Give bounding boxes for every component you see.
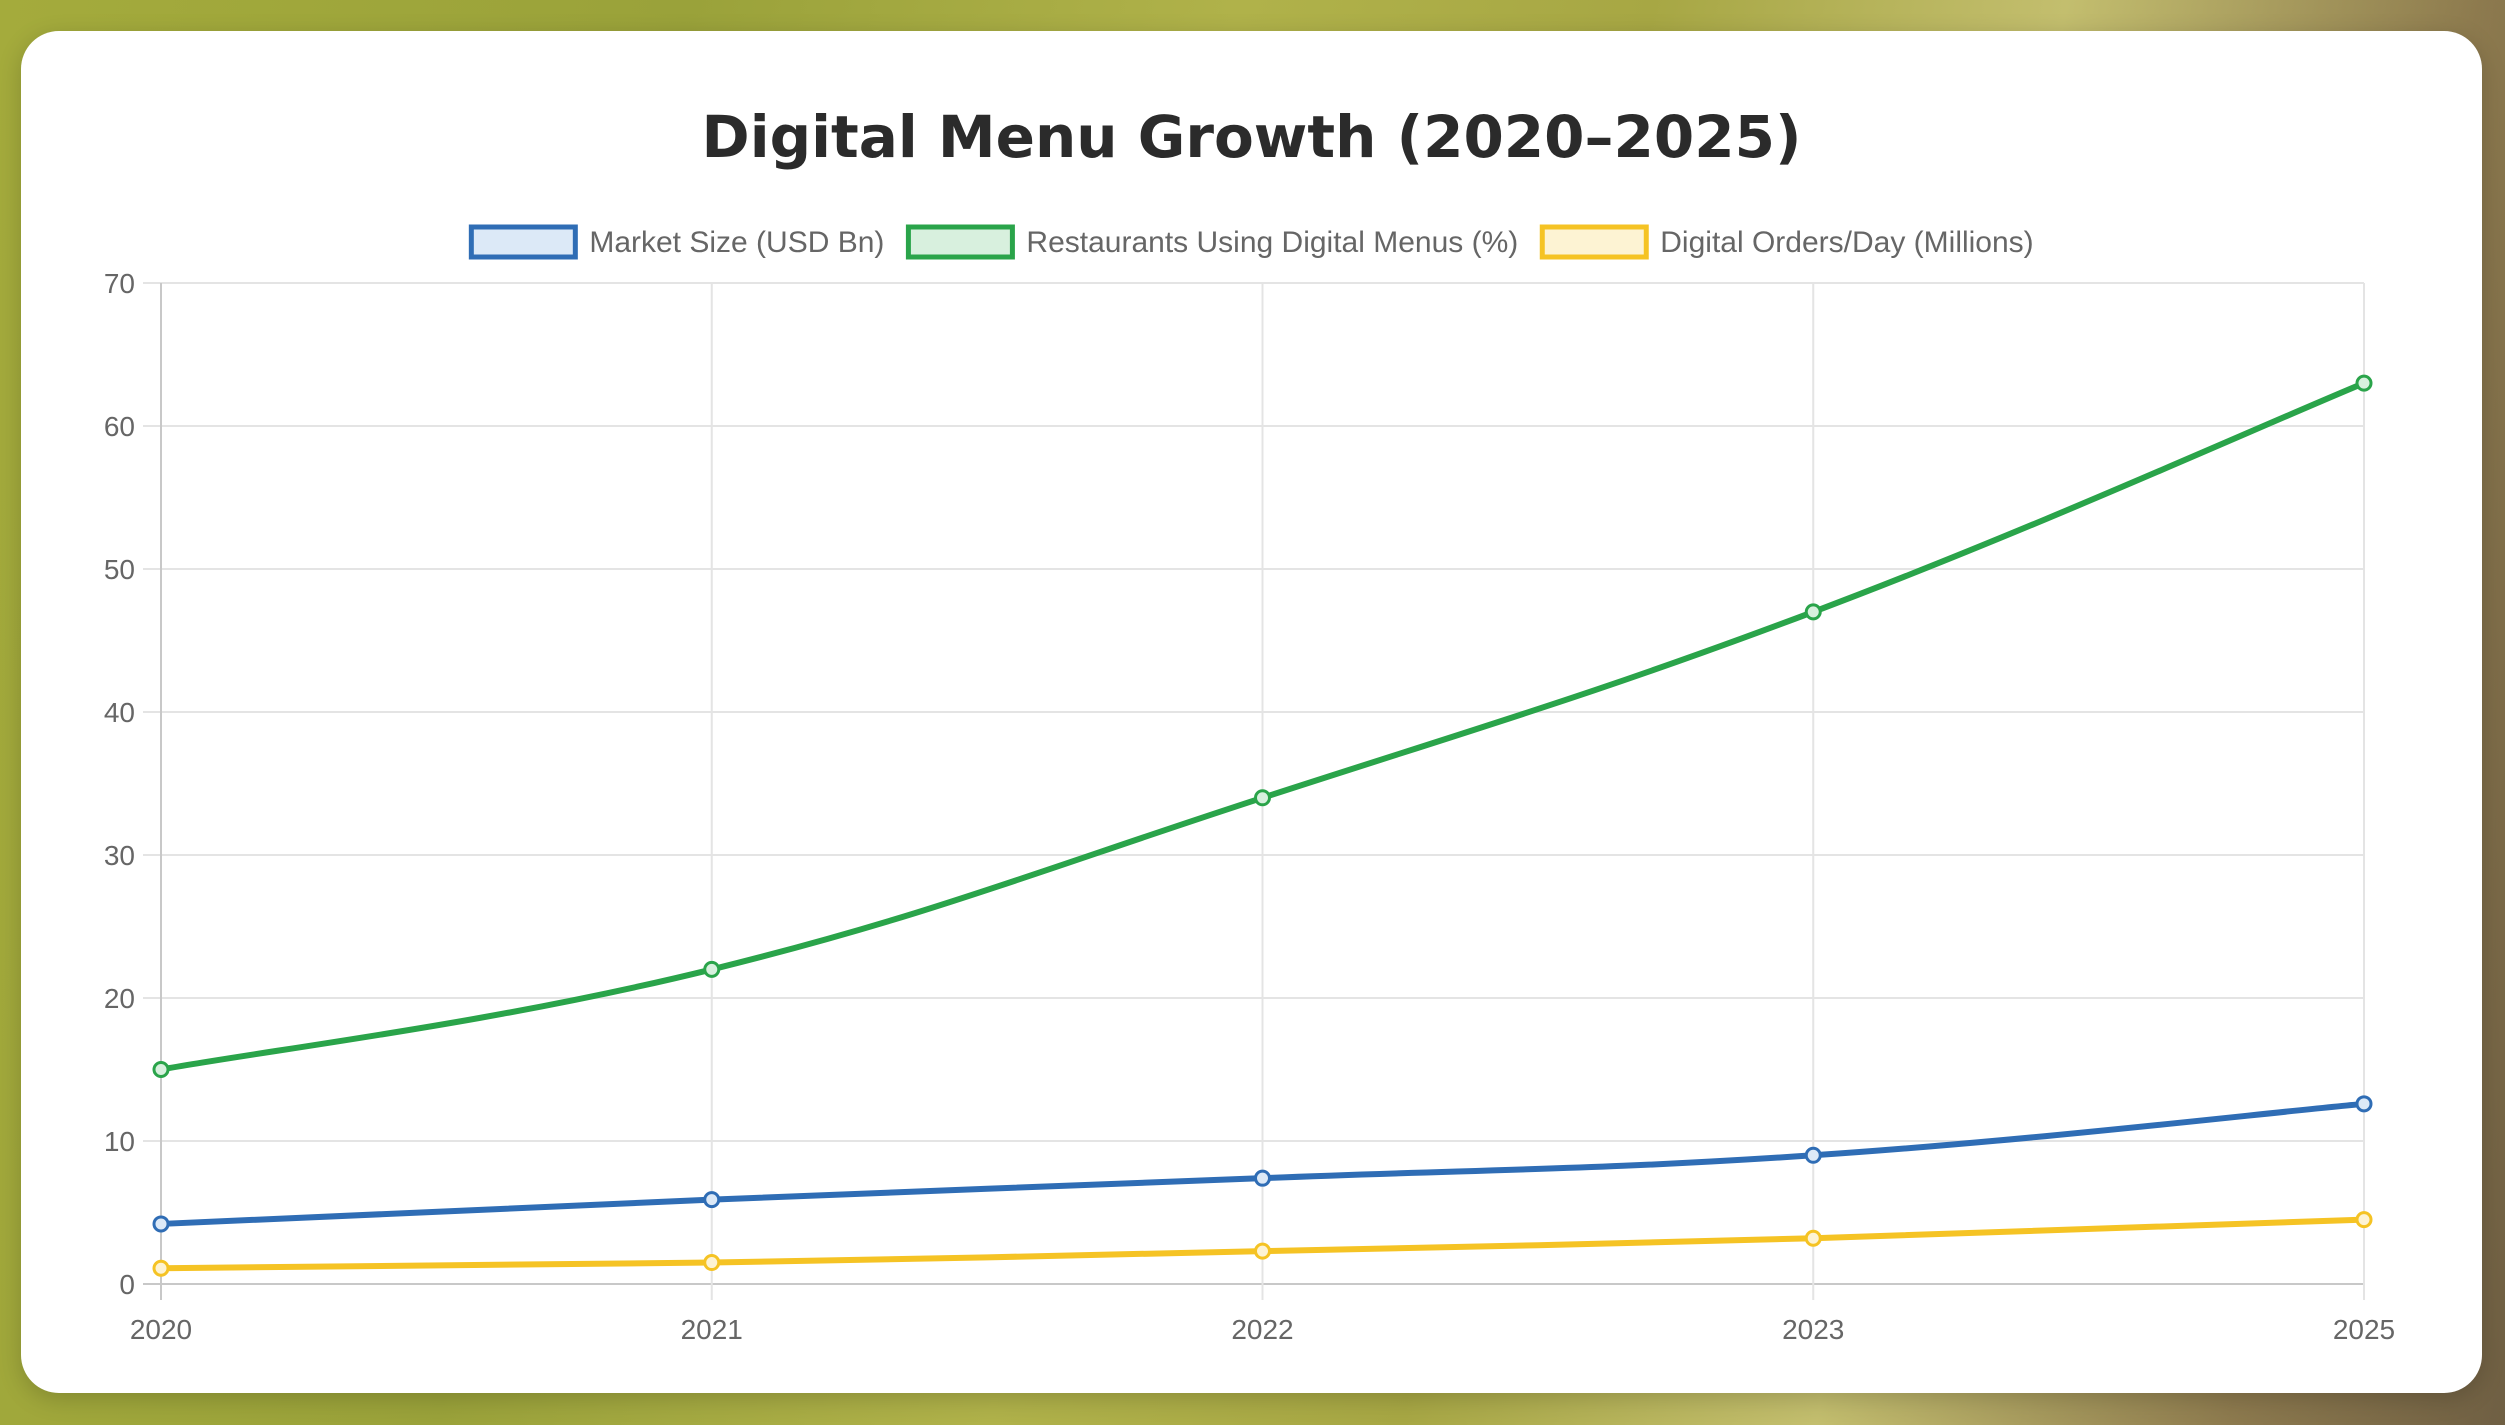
data-point[interactable] xyxy=(1254,1242,1271,1260)
x-tick-label: 2023 xyxy=(1782,1314,1844,1345)
legend-label: Restaurants Using Digital Menus (%) xyxy=(1026,226,1518,259)
legend-swatch xyxy=(1539,224,1649,260)
y-tick-label: 70 xyxy=(104,268,135,299)
series-lines xyxy=(152,374,2373,1277)
legend-item-1[interactable]: Market Size (USD Bn) xyxy=(468,224,884,260)
series-1 xyxy=(152,1095,2373,1233)
y-tick-label: 0 xyxy=(119,1269,135,1300)
chart-title: Digital Menu Growth (2020–2025) xyxy=(701,103,1802,171)
data-point[interactable] xyxy=(1254,1169,1271,1187)
data-point[interactable] xyxy=(1254,789,1271,807)
y-tick-label: 10 xyxy=(104,1126,135,1157)
grid-lines xyxy=(143,282,2365,1300)
legend-swatch xyxy=(468,224,578,260)
x-tick-label: 2021 xyxy=(681,1314,743,1345)
data-point[interactable] xyxy=(152,1215,170,1233)
legend-label: Market Size (USD Bn) xyxy=(589,226,884,259)
data-point[interactable] xyxy=(2355,374,2373,392)
x-tick-label: 2020 xyxy=(130,1314,192,1345)
legend-label: Digital Orders/Day (Millions) xyxy=(1660,226,2033,259)
legend[interactable]: Market Size (USD Bn) Restaurants Using Di… xyxy=(468,224,2034,260)
legend-item-3[interactable]: Digital Orders/Day (Millions) xyxy=(1539,224,2034,260)
data-point[interactable] xyxy=(1804,603,1822,621)
y-tick-label: 30 xyxy=(104,840,135,871)
data-point[interactable] xyxy=(703,960,721,978)
legend-item-2[interactable]: Restaurants Using Digital Menus (%) xyxy=(905,224,1518,260)
x-tick-label: 2022 xyxy=(1231,1314,1293,1345)
y-tick-label: 40 xyxy=(104,697,135,728)
series-2 xyxy=(152,374,2373,1078)
data-point[interactable] xyxy=(2355,1095,2373,1113)
y-tick-label: 20 xyxy=(104,983,135,1014)
series-3 xyxy=(152,1211,2373,1277)
data-point[interactable] xyxy=(152,1061,170,1078)
data-point[interactable] xyxy=(2355,1211,2373,1229)
data-point[interactable] xyxy=(703,1254,721,1272)
data-point[interactable] xyxy=(1804,1229,1822,1247)
data-point[interactable] xyxy=(703,1191,721,1209)
legend-swatch xyxy=(905,224,1015,260)
data-point[interactable] xyxy=(152,1259,170,1277)
y-tick-label: 60 xyxy=(104,411,135,442)
axes: 0 10 20 30 40 50 60 70 2020 2021 2022 2023 2025 xyxy=(104,268,2395,1345)
data-point[interactable] xyxy=(1804,1146,1822,1164)
x-tick-label: 2025 xyxy=(2333,1314,2395,1345)
y-tick-label: 50 xyxy=(104,554,135,585)
